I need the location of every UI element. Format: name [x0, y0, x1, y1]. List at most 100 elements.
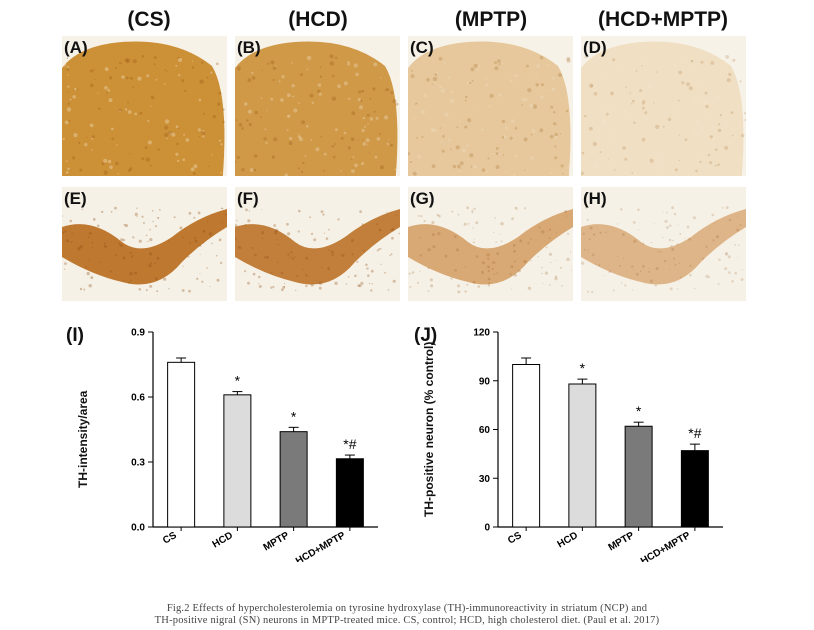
stained-tissue — [408, 41, 571, 176]
tissue-speckle — [426, 78, 430, 82]
neuron-dot — [287, 232, 291, 236]
tissue-speckle — [86, 136, 88, 139]
neuron-dot — [81, 208, 84, 211]
neuron-dot — [518, 269, 521, 273]
tissue-speckle — [452, 164, 457, 169]
tissue-speckle — [641, 65, 643, 67]
tissue-speckle — [72, 156, 76, 160]
tissue-speckle — [488, 105, 491, 108]
tissue-speckle — [513, 173, 516, 176]
tissue-speckle — [98, 107, 101, 110]
neuron-dot — [237, 246, 240, 248]
tissue-speckle — [351, 111, 356, 116]
tissue-speckle — [310, 139, 313, 141]
tissue-speckle — [289, 136, 293, 141]
neuron-dot — [420, 215, 423, 218]
neuron-dot — [287, 253, 290, 256]
neuron-dot — [714, 222, 716, 224]
tissue-speckle — [456, 126, 459, 129]
tissue-speckle — [367, 123, 369, 125]
neuron-dot — [302, 268, 304, 271]
tissue-speckle — [91, 137, 94, 140]
neuron-dot — [672, 239, 674, 242]
neuron-dot — [725, 252, 728, 255]
tissue-speckle — [362, 139, 364, 141]
tissue-speckle — [432, 76, 438, 82]
neuron-dot — [617, 223, 619, 225]
neuron-dot — [207, 220, 209, 223]
neuron-dot — [431, 220, 435, 225]
tissue-speckle — [612, 58, 616, 62]
tissue-speckle — [261, 69, 263, 72]
tissue-speckle — [270, 97, 274, 101]
neuron-dot — [321, 266, 323, 269]
neuron-dot — [711, 213, 715, 217]
neuron-dot — [199, 273, 201, 275]
neuron-dot — [123, 279, 125, 281]
tissue-speckle — [529, 103, 534, 108]
neuron-dot — [588, 238, 591, 241]
tissue-speckle — [362, 116, 365, 120]
significance-mark: *# — [343, 436, 356, 452]
tissue-speckle — [73, 87, 77, 91]
neuron-dot — [654, 223, 656, 225]
tissue-speckle — [280, 98, 284, 102]
tissue-speckle — [550, 105, 554, 109]
tissue-speckle — [505, 126, 509, 130]
tissue-speckle — [108, 98, 113, 103]
neuron-dot — [594, 263, 596, 265]
tissue-speckle — [272, 66, 277, 70]
neuron-dot — [86, 271, 90, 276]
neuron-dot — [371, 283, 373, 285]
tissue-speckle — [432, 128, 437, 132]
neuron-dot — [453, 235, 457, 238]
tissue-speckle — [444, 124, 446, 126]
tissue-speckle — [705, 110, 709, 114]
neuron-dot — [694, 287, 696, 289]
tissue-speckle — [466, 81, 470, 84]
neuron-dot — [570, 251, 572, 253]
neuron-dot — [467, 223, 470, 225]
neuron-dot — [248, 210, 251, 212]
category-label: HCD+MPTP — [294, 530, 348, 562]
neuron-dot — [325, 237, 329, 240]
neuron-dot — [427, 267, 430, 270]
tissue-speckle — [319, 66, 322, 69]
category-label: HCD+MPTP — [639, 530, 693, 562]
tissue-speckle — [206, 76, 209, 79]
tissue-speckle — [65, 171, 69, 174]
neuron-dot — [203, 242, 205, 244]
stained-tissue — [62, 209, 227, 285]
tissue-speckle — [678, 70, 683, 75]
tissue-speckle — [521, 104, 524, 106]
neuron-dot — [523, 260, 527, 264]
neuron-dot — [298, 209, 301, 213]
y-tick-label: 0.3 — [131, 458, 145, 469]
tissue-speckle — [606, 157, 611, 162]
tissue-speckle — [689, 64, 692, 67]
tissue-speckle — [498, 63, 501, 66]
neuron-dot — [495, 241, 497, 243]
tissue-speckle — [649, 158, 654, 163]
tissue-speckle — [718, 123, 721, 126]
neuron-dot — [197, 211, 201, 215]
tissue-speckle — [175, 152, 179, 156]
tissue-speckle — [286, 114, 290, 118]
column-title-mptp: (MPTP) — [454, 8, 528, 31]
tissue-speckle — [470, 67, 475, 72]
panel-label-e: (E) — [64, 189, 87, 208]
tissue-speckle — [67, 102, 70, 105]
tissue-speckle — [566, 56, 571, 61]
tissue-speckle — [127, 168, 131, 172]
tissue-speckle — [90, 83, 94, 88]
tissue-speckle — [335, 128, 338, 131]
neuron-dot — [678, 262, 681, 264]
neuron-dot — [173, 216, 176, 219]
tissue-speckle — [466, 144, 469, 147]
neuron-dot — [363, 249, 365, 252]
tissue-speckle — [67, 65, 70, 69]
neuron-dot — [530, 260, 532, 262]
neuron-dot — [275, 228, 279, 232]
tissue-speckle — [127, 110, 132, 114]
tissue-speckle — [589, 83, 594, 88]
